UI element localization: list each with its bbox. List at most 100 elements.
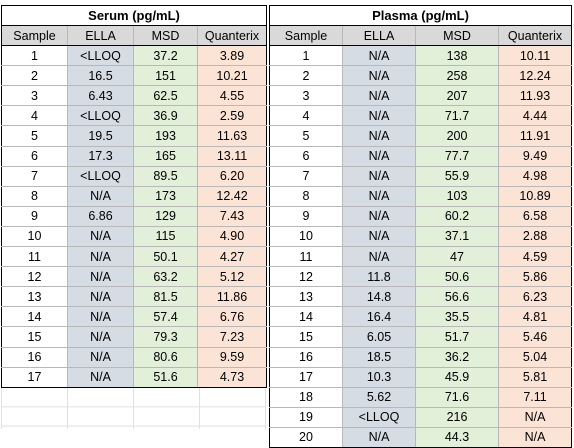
serum-cell-ella[interactable]: 16.5 [67, 65, 134, 87]
plasma-cell-sample[interactable]: 11 [269, 246, 343, 268]
plasma-cell-quanterix[interactable]: N/A [497, 406, 573, 428]
plasma-cell-ella[interactable]: 6.05 [342, 326, 416, 348]
plasma-cell-sample[interactable]: 6 [269, 145, 343, 167]
plasma-cell-ella[interactable]: N/A [342, 426, 416, 448]
plasma-cell-quanterix[interactable]: 6.58 [497, 205, 573, 227]
serum-cell-msd[interactable]: 81.5 [133, 286, 198, 308]
serum-cell-quanterix[interactable]: 6.76 [196, 306, 268, 328]
plasma-cell-quanterix[interactable]: 11.93 [497, 85, 573, 107]
plasma-cell-sample[interactable]: 20 [269, 426, 343, 448]
serum-cell-msd[interactable]: 79.3 [133, 326, 198, 348]
serum-cell-msd[interactable]: 80.6 [133, 346, 198, 368]
serum-cell-sample[interactable]: 9 [1, 205, 68, 227]
plasma-cell-msd[interactable]: 258 [415, 65, 499, 87]
serum-cell-sample[interactable]: 8 [1, 185, 68, 207]
plasma-header-sample[interactable]: Sample [269, 24, 343, 47]
plasma-cell-quanterix[interactable]: 12.24 [497, 65, 573, 87]
plasma-cell-msd[interactable]: 36.2 [415, 346, 499, 368]
serum-cell-msd[interactable]: 193 [133, 125, 198, 147]
plasma-header-quanterix[interactable]: Quanterix [497, 24, 573, 47]
plasma-cell-msd[interactable]: 71.7 [415, 105, 499, 127]
serum-header-quanterix[interactable]: Quanterix [196, 24, 268, 47]
serum-cell-ella[interactable]: 6.43 [67, 85, 134, 107]
plasma-cell-ella[interactable]: 11.8 [342, 266, 416, 288]
serum-cell-msd[interactable]: 151 [133, 65, 198, 87]
plasma-cell-sample[interactable]: 14 [269, 306, 343, 328]
serum-cell-quanterix[interactable]: 2.59 [196, 105, 268, 127]
serum-cell-sample[interactable]: 1 [1, 45, 68, 67]
plasma-cell-sample[interactable]: 17 [269, 366, 343, 388]
serum-cell-ella[interactable]: N/A [67, 246, 134, 268]
serum-cell-msd[interactable]: 63.2 [133, 266, 198, 288]
plasma-cell-msd[interactable]: 47 [415, 246, 499, 268]
serum-cell-msd[interactable]: 57.4 [133, 306, 198, 328]
plasma-cell-msd[interactable]: 35.5 [415, 306, 499, 328]
serum-cell-quanterix[interactable]: 7.43 [196, 205, 268, 227]
plasma-cell-quanterix[interactable]: 6.23 [497, 286, 573, 308]
plasma-cell-sample[interactable]: 18 [269, 386, 343, 408]
plasma-cell-ella[interactable]: N/A [342, 185, 416, 207]
serum-cell-quanterix[interactable]: 6.20 [196, 165, 268, 187]
serum-cell-ella[interactable]: N/A [67, 266, 134, 288]
plasma-header-msd[interactable]: MSD [415, 24, 499, 47]
serum-cell-quanterix[interactable]: 3.89 [196, 45, 268, 67]
plasma-cell-ella[interactable]: 14.8 [342, 286, 416, 308]
serum-cell-msd[interactable]: 89.5 [133, 165, 198, 187]
serum-cell-ella[interactable]: N/A [67, 366, 134, 388]
plasma-cell-quanterix[interactable]: 5.04 [497, 346, 573, 368]
plasma-cell-msd[interactable]: 200 [415, 125, 499, 147]
serum-header-msd[interactable]: MSD [133, 24, 198, 47]
plasma-cell-ella[interactable]: 5.62 [342, 386, 416, 408]
plasma-cell-sample[interactable]: 3 [269, 85, 343, 107]
serum-cell-quanterix[interactable]: 4.90 [196, 225, 268, 248]
serum-cell-sample[interactable]: 12 [1, 266, 68, 288]
serum-header-sample[interactable]: Sample [1, 24, 68, 47]
serum-cell-msd[interactable]: 129 [133, 205, 198, 227]
plasma-cell-sample[interactable]: 4 [269, 105, 343, 127]
plasma-cell-quanterix[interactable]: 10.89 [497, 185, 573, 207]
plasma-cell-msd[interactable]: 77.7 [415, 145, 499, 167]
plasma-header-ella[interactable]: ELLA [342, 24, 416, 47]
plasma-cell-quanterix[interactable]: 11.91 [497, 125, 573, 147]
plasma-cell-msd[interactable]: 55.9 [415, 165, 499, 187]
plasma-cell-ella[interactable]: <LLOQ [342, 406, 416, 428]
plasma-cell-sample[interactable]: 8 [269, 185, 343, 207]
plasma-cell-ella[interactable]: N/A [342, 45, 416, 67]
plasma-cell-sample[interactable]: 10 [269, 225, 343, 248]
plasma-cell-sample[interactable]: 5 [269, 125, 343, 147]
plasma-cell-sample[interactable]: 16 [269, 346, 343, 368]
plasma-cell-ella[interactable]: 16.4 [342, 306, 416, 328]
plasma-cell-ella[interactable]: N/A [342, 205, 416, 227]
serum-cell-sample[interactable]: 2 [1, 65, 68, 87]
serum-cell-quanterix[interactable]: 11.63 [196, 125, 268, 147]
serum-cell-quanterix[interactable]: 13.11 [196, 145, 268, 167]
plasma-cell-ella[interactable]: N/A [342, 165, 416, 187]
serum-cell-msd[interactable]: 50.1 [133, 246, 198, 268]
serum-cell-ella[interactable]: <LLOQ [67, 45, 134, 67]
plasma-cell-ella[interactable]: N/A [342, 65, 416, 87]
serum-cell-ella[interactable]: 17.3 [67, 145, 134, 167]
plasma-cell-quanterix[interactable]: 7.11 [497, 386, 573, 408]
plasma-cell-quanterix[interactable]: 10.11 [497, 45, 573, 67]
serum-cell-sample[interactable]: 14 [1, 306, 68, 328]
plasma-cell-quanterix[interactable]: 4.81 [497, 306, 573, 328]
plasma-cell-ella[interactable]: N/A [342, 85, 416, 107]
plasma-cell-ella[interactable]: N/A [342, 125, 416, 147]
plasma-cell-ella[interactable]: N/A [342, 246, 416, 268]
plasma-cell-quanterix[interactable]: 4.59 [497, 246, 573, 268]
serum-cell-ella[interactable]: 19.5 [67, 125, 134, 147]
plasma-cell-msd[interactable]: 71.6 [415, 386, 499, 408]
serum-cell-ella[interactable]: N/A [67, 326, 134, 348]
plasma-cell-sample[interactable]: 2 [269, 65, 343, 87]
serum-cell-sample[interactable]: 15 [1, 326, 68, 348]
serum-cell-sample[interactable]: 13 [1, 286, 68, 308]
serum-cell-sample[interactable]: 17 [1, 366, 68, 388]
serum-cell-quanterix[interactable]: 4.73 [196, 366, 268, 388]
serum-title[interactable]: Serum (pg/mL) [0, 5, 268, 26]
plasma-cell-quanterix[interactable]: 5.46 [497, 326, 573, 348]
serum-cell-sample[interactable]: 4 [1, 105, 68, 127]
plasma-cell-quanterix[interactable]: N/A [497, 426, 573, 448]
serum-cell-ella[interactable]: N/A [67, 185, 134, 207]
plasma-cell-sample[interactable]: 7 [269, 165, 343, 187]
serum-cell-msd[interactable]: 173 [133, 185, 198, 207]
